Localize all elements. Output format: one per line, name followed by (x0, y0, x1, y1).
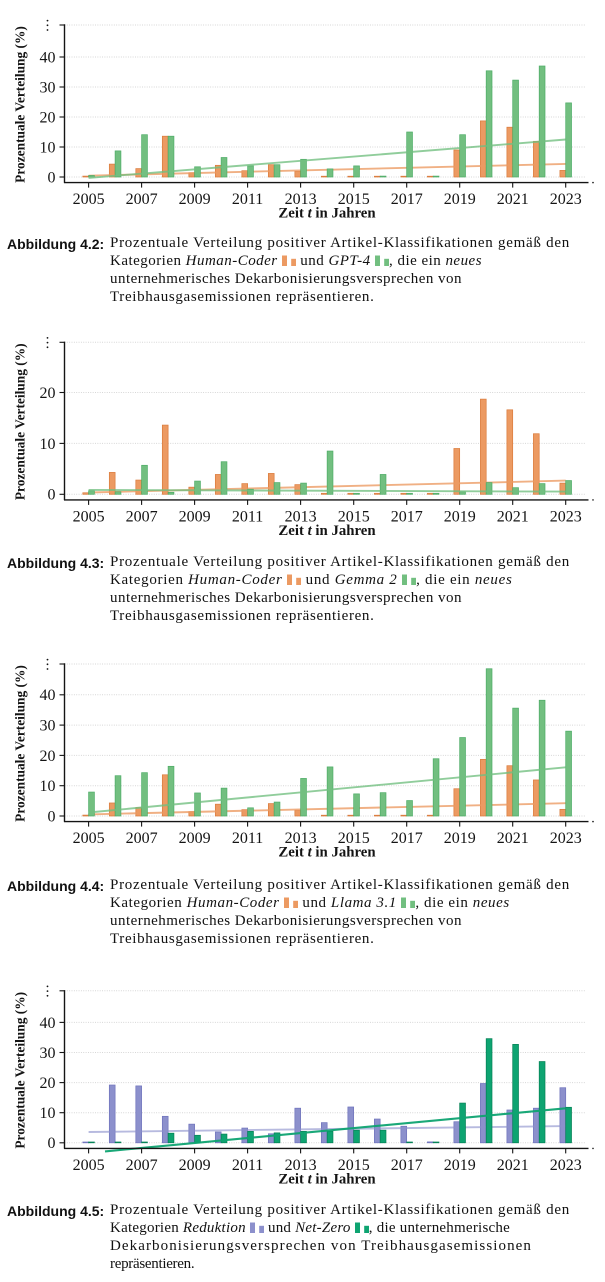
svg-text:10: 10 (40, 778, 56, 795)
svg-text:2015: 2015 (338, 830, 370, 847)
svg-text:Prozentuale Verteilung (%): Prozentuale Verteilung (%) (13, 665, 28, 822)
svg-text:Prozentuale Verteilung (%): Prozentuale Verteilung (%) (13, 992, 28, 1149)
svg-text:2019: 2019 (444, 508, 476, 525)
svg-text:2013: 2013 (285, 830, 317, 847)
svg-text:2015: 2015 (338, 1157, 370, 1174)
svg-text:10: 10 (40, 1105, 56, 1122)
svg-text:0: 0 (48, 808, 56, 825)
svg-text:Zeit t in Jahren: Zeit t in Jahren (278, 1171, 375, 1187)
svg-text:2007: 2007 (126, 508, 158, 525)
svg-text:2005: 2005 (73, 830, 105, 847)
svg-text:2023: 2023 (550, 830, 582, 847)
svg-text:2019: 2019 (444, 1157, 476, 1174)
svg-text:2021: 2021 (497, 830, 529, 847)
svg-text:2021: 2021 (497, 1157, 529, 1174)
svg-text:30: 30 (40, 718, 56, 735)
svg-text:2017: 2017 (391, 191, 423, 208)
svg-text:2011: 2011 (232, 191, 263, 208)
svg-text:2005: 2005 (73, 1157, 105, 1174)
svg-text:2023: 2023 (550, 1157, 582, 1174)
svg-text:2007: 2007 (126, 830, 158, 847)
svg-text:0: 0 (48, 169, 56, 186)
svg-text:Zeit t in Jahren: Zeit t in Jahren (278, 523, 375, 539)
svg-text:Prozentuale Verteilung (%): Prozentuale Verteilung (%) (13, 343, 28, 500)
svg-text:2013: 2013 (285, 191, 317, 208)
svg-text:40: 40 (40, 687, 56, 704)
svg-text:2011: 2011 (232, 508, 263, 525)
svg-text:2009: 2009 (179, 830, 211, 847)
svg-text:2023: 2023 (550, 191, 582, 208)
svg-text:2007: 2007 (126, 1157, 158, 1174)
svg-text:2017: 2017 (391, 508, 423, 525)
svg-text:20: 20 (40, 1075, 56, 1092)
svg-text:0: 0 (48, 1135, 56, 1152)
svg-text:Zeit t in Jahren: Zeit t in Jahren (278, 206, 375, 222)
svg-text:2009: 2009 (179, 1157, 211, 1174)
svg-text:2009: 2009 (179, 508, 211, 525)
svg-text:2015: 2015 (338, 508, 370, 525)
svg-text:20: 20 (40, 109, 56, 126)
svg-text:2009: 2009 (179, 191, 211, 208)
svg-text:40: 40 (40, 49, 56, 66)
svg-text:40: 40 (40, 1015, 56, 1032)
svg-text:2011: 2011 (232, 830, 263, 847)
svg-text:2023: 2023 (550, 508, 582, 525)
svg-text:2015: 2015 (338, 191, 370, 208)
svg-text:2013: 2013 (285, 1157, 317, 1174)
svg-text:2017: 2017 (391, 830, 423, 847)
svg-text:20: 20 (40, 748, 56, 765)
svg-text:Prozentuale Verteilung (%): Prozentuale Verteilung (%) (13, 26, 28, 183)
svg-text:2019: 2019 (444, 191, 476, 208)
svg-text:2019: 2019 (444, 830, 476, 847)
svg-text:2007: 2007 (126, 191, 158, 208)
svg-text:10: 10 (40, 436, 56, 453)
svg-text:2021: 2021 (497, 508, 529, 525)
svg-text:2021: 2021 (497, 191, 529, 208)
svg-text:2005: 2005 (73, 191, 105, 208)
svg-text:30: 30 (40, 79, 56, 96)
svg-text:2017: 2017 (391, 1157, 423, 1174)
svg-text:2011: 2011 (232, 1157, 263, 1174)
svg-text:0: 0 (48, 487, 56, 504)
svg-text:30: 30 (40, 1045, 56, 1062)
svg-text:2013: 2013 (285, 508, 317, 525)
svg-text:2005: 2005 (73, 508, 105, 525)
svg-text:20: 20 (40, 385, 56, 402)
svg-text:10: 10 (40, 139, 56, 156)
svg-text:Zeit t in Jahren: Zeit t in Jahren (278, 845, 375, 861)
